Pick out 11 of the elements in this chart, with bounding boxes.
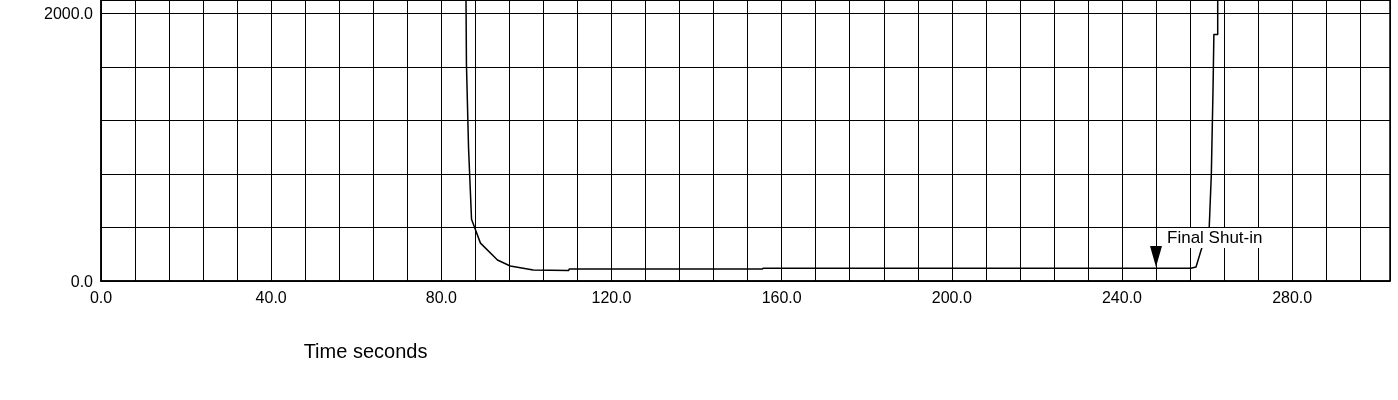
x-tick-label: 240.0	[1101, 288, 1143, 306]
x-axis-title: Time seconds	[303, 340, 428, 362]
x-tick-label: 160.0	[761, 288, 802, 306]
x-tick-label: 200.0	[931, 288, 972, 306]
annotation: Final Shut-in	[1165, 228, 1265, 249]
x-tick-label: 0.0	[89, 288, 113, 306]
x-tick-label: 80.0	[425, 288, 457, 306]
y-tick-label: 2000.0	[44, 4, 94, 22]
x-tick-label: 40.0	[255, 288, 287, 306]
x-tick-label: 280.0	[1272, 288, 1313, 306]
x-tick-label: 120.0	[591, 288, 632, 306]
